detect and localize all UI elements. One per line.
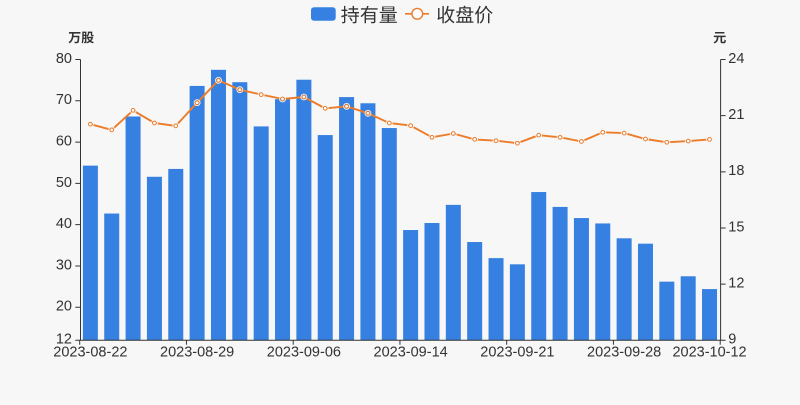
svg-text:30: 30	[56, 257, 72, 273]
svg-text:60: 60	[56, 133, 72, 149]
svg-text:24: 24	[728, 51, 744, 67]
svg-text:80: 80	[56, 51, 72, 67]
svg-text:40: 40	[56, 216, 72, 232]
svg-text:20: 20	[56, 299, 72, 315]
svg-text:15: 15	[728, 219, 744, 235]
svg-text:2023-09-14: 2023-09-14	[374, 345, 448, 361]
svg-text:70: 70	[56, 92, 72, 108]
svg-text:2023-08-22: 2023-08-22	[53, 345, 127, 361]
svg-text:18: 18	[728, 163, 744, 179]
svg-text:12: 12	[728, 276, 744, 292]
svg-text:9: 9	[728, 332, 736, 348]
svg-text:50: 50	[56, 175, 72, 191]
svg-text:12: 12	[56, 332, 72, 348]
svg-text:2023-09-21: 2023-09-21	[480, 345, 554, 361]
svg-text:2023-09-28: 2023-09-28	[587, 345, 661, 361]
svg-text:2023-10-12: 2023-10-12	[672, 345, 746, 361]
svg-text:2023-09-06: 2023-09-06	[267, 345, 341, 361]
svg-text:21: 21	[728, 107, 744, 123]
svg-text:2023-08-29: 2023-08-29	[160, 345, 234, 361]
